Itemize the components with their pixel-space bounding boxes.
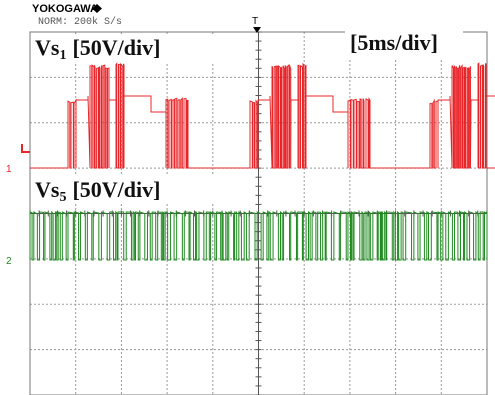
trigger-label: T bbox=[252, 16, 258, 27]
ch1-subscript: 1 bbox=[59, 48, 66, 63]
timebase: [5ms/div] bbox=[350, 30, 438, 55]
ch1-name: Vs bbox=[35, 35, 60, 60]
ch2-label: Vs5 [50V/div] bbox=[35, 177, 160, 205]
ch2-subscript: 5 bbox=[59, 190, 66, 205]
ch1-label: Vs1 [50V/div] bbox=[35, 35, 160, 63]
ch1-waveform bbox=[30, 63, 495, 168]
ch2-scale: [50V/div] bbox=[72, 177, 160, 202]
ch1-offset-marker bbox=[22, 144, 30, 152]
oscilloscope-screen: YOKOGAWA NORM: 200k S/s T Vs1[50V/div] [… bbox=[0, 0, 495, 395]
acquisition-mode: NORM: 200k S/s bbox=[38, 16, 122, 28]
ch2-name: Vs bbox=[35, 177, 60, 202]
ch1-marker: 1 bbox=[6, 164, 12, 175]
brand: YOKOGAWA bbox=[32, 3, 98, 15]
ch2-marker: 2 bbox=[6, 256, 12, 267]
ch1-scale: [50V/div] bbox=[72, 35, 160, 60]
